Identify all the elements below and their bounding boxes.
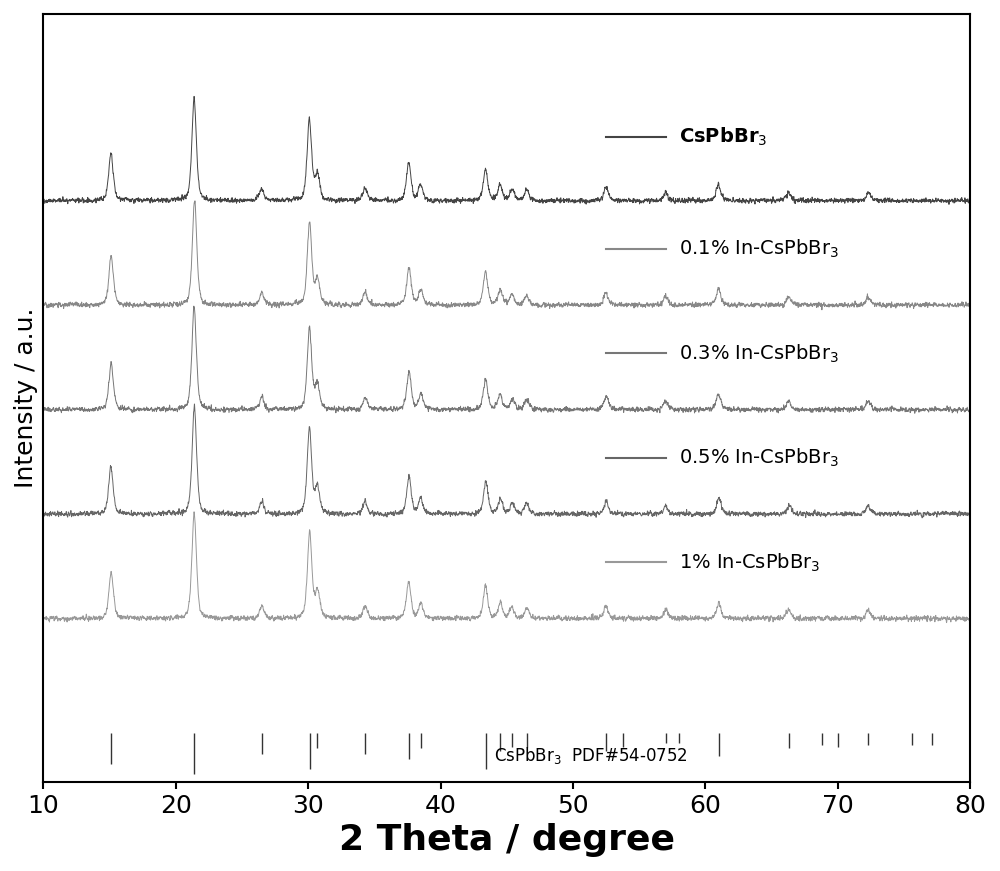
Text: 1% In-CsPbBr$_3$: 1% In-CsPbBr$_3$ (679, 551, 820, 573)
Text: 0.1% In-CsPbBr$_3$: 0.1% In-CsPbBr$_3$ (679, 238, 839, 260)
Text: 0.3% In-CsPbBr$_3$: 0.3% In-CsPbBr$_3$ (679, 342, 839, 365)
X-axis label: 2 Theta / degree: 2 Theta / degree (339, 823, 675, 857)
Text: CsPbBr$_3$  PDF#54-0752: CsPbBr$_3$ PDF#54-0752 (494, 746, 688, 766)
Text: CsPbBr$_3$: CsPbBr$_3$ (679, 126, 767, 148)
Y-axis label: Intensity / a.u.: Intensity / a.u. (14, 307, 38, 488)
Text: 0.5% In-CsPbBr$_3$: 0.5% In-CsPbBr$_3$ (679, 447, 839, 469)
